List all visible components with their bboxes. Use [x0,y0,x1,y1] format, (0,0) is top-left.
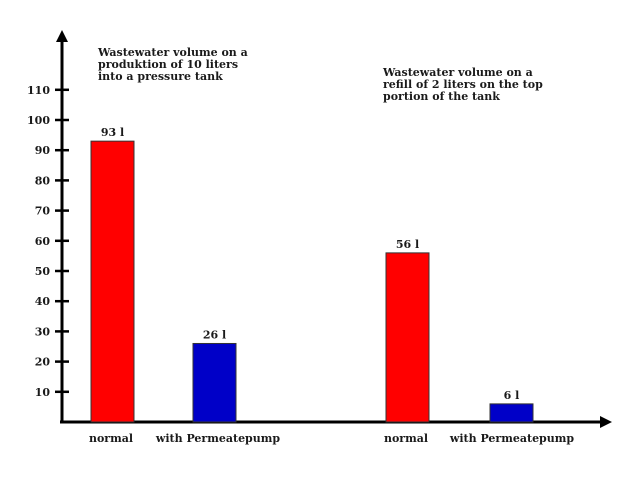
bars [90,140,534,423]
y-tick-label: 60 [35,235,51,248]
y-tick-label: 110 [27,84,50,97]
group-title-line: Wastewater volume on a [382,66,533,79]
x-axis-arrow [600,416,612,428]
bar [192,342,237,423]
data-label: 56 l [396,238,419,251]
y-tick-label: 80 [35,174,51,187]
y-tick-label: 100 [27,114,50,127]
category-label: with Permeatepump [155,432,280,445]
data-label: 6 l [504,389,520,402]
category-label: normal [384,432,428,445]
group-title-line: portion of the tank [383,90,500,103]
group-title-line: produktion of 10 liters [98,58,238,71]
y-tick-label: 20 [35,356,51,369]
y-tick-label: 70 [35,205,51,218]
labels: 93 l normal 26 l with Permeatepump 56 l norma… [89,126,574,445]
group-title-line: Wastewater volume on a [97,46,248,59]
y-tick-label: 10 [35,386,51,399]
category-label: normal [89,432,133,445]
y-tick-label: 50 [35,265,51,278]
group-title-line: into a pressure tank [98,70,223,83]
data-label: 93 l [101,126,124,139]
data-label: 26 l [203,328,226,341]
y-tick-label: 90 [35,144,51,157]
y-tick-label: 30 [35,325,51,338]
y-tick-label: 40 [35,295,51,308]
y-axis-arrow [56,30,68,42]
bar [90,140,135,423]
bar [385,252,430,423]
category-label: with Permeatepump [449,432,574,445]
y-axis-ticks: 10 20 30 40 50 60 70 80 90 100 110 [27,84,69,399]
bar [489,403,534,423]
group-title-line: refill of 2 liters on the top [383,78,543,91]
